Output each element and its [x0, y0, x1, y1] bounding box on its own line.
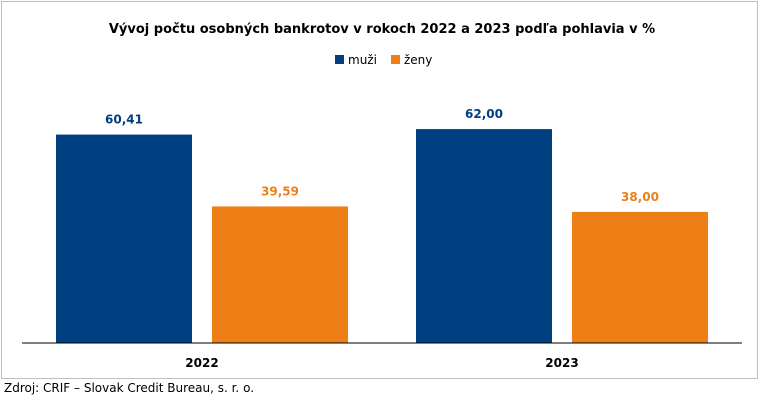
- bar-muži-2023: [416, 129, 552, 343]
- bar-ženy-2023: [572, 211, 708, 343]
- data-label-muži-2022: 60,41: [105, 113, 143, 127]
- data-labels: 60,41 39,59 62,00 38,00: [105, 107, 659, 204]
- bar-ženy-2022: [212, 206, 348, 343]
- legend-label-0: muži: [348, 53, 377, 67]
- x-tick-label-2023: 2023: [545, 356, 578, 370]
- data-label-ženy-2022: 39,59: [261, 184, 299, 198]
- bar-muži-2022: [56, 134, 192, 343]
- source-note: Zdroj: CRIF – Slovak Credit Bureau, s. r…: [4, 381, 255, 395]
- legend: muži ženy: [335, 53, 432, 67]
- data-label-muži-2023: 62,00: [465, 107, 503, 121]
- chart-frame: Vývoj počtu osobných bankrotov v rokoch …: [1, 1, 758, 379]
- bars: [56, 129, 708, 343]
- x-tick-label-2022: 2022: [185, 356, 218, 370]
- legend-swatch-0: [335, 55, 344, 64]
- legend-swatch-1: [391, 55, 400, 64]
- chart-title: Vývoj počtu osobných bankrotov v rokoch …: [109, 22, 655, 37]
- legend-label-1: ženy: [404, 53, 432, 67]
- data-label-ženy-2023: 38,00: [621, 190, 659, 204]
- bar-chart: Vývoj počtu osobných bankrotov v rokoch …: [22, 22, 742, 370]
- x-axis: 2022 2023: [22, 342, 742, 370]
